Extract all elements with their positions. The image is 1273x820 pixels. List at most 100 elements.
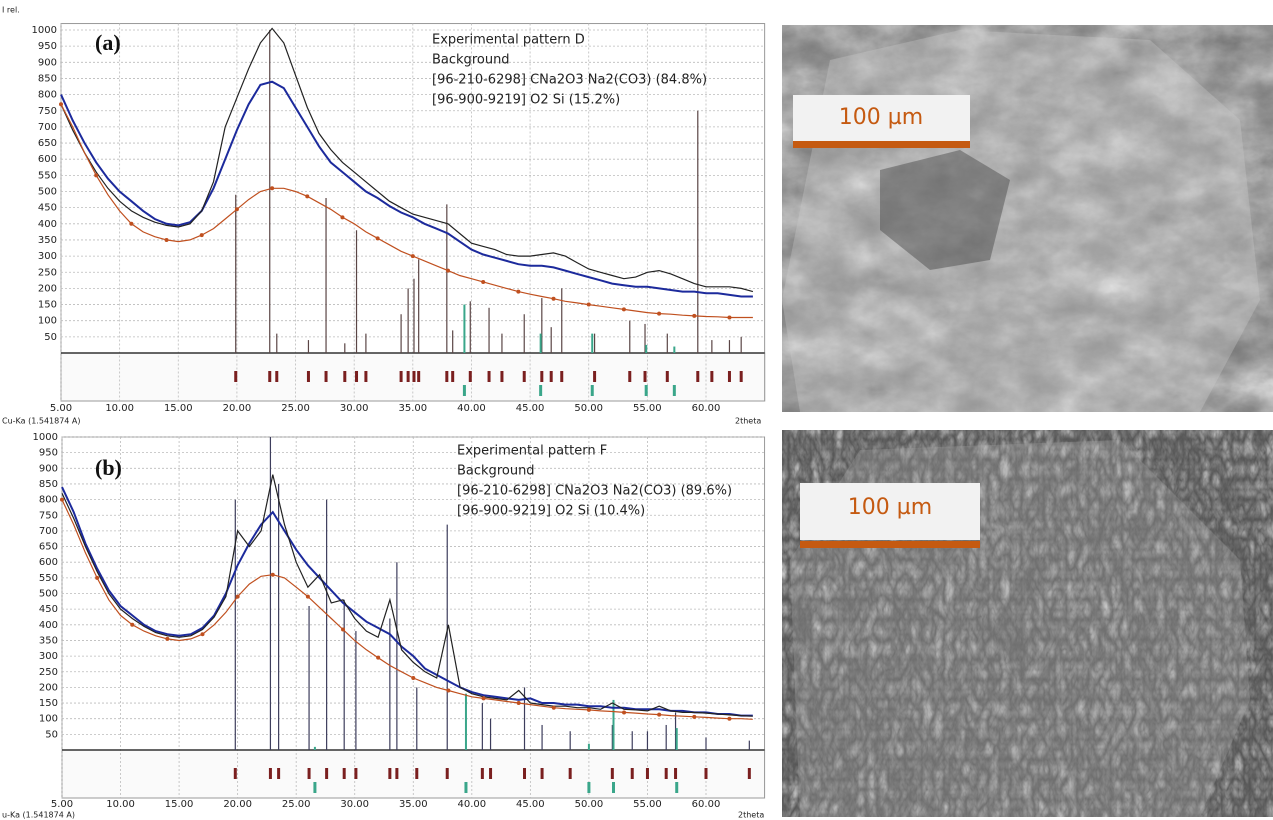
phase-marker (590, 385, 594, 396)
background-point (376, 655, 381, 660)
phase-marker (445, 371, 449, 382)
x-tick-label: 15.00 (164, 403, 193, 414)
background-point (59, 102, 63, 107)
x-tick-label: 50.00 (574, 403, 603, 414)
phase-marker (406, 371, 410, 382)
xrd-chart: 50 100 150 200 250 300 350 400 450 500 550 600 650 70… (2, 432, 766, 820)
curve (61, 499, 753, 720)
y-tick-label: 200 (39, 682, 58, 693)
background-point (586, 302, 591, 307)
background-point (165, 636, 170, 641)
phase-marker (324, 371, 328, 382)
background-point (305, 594, 310, 599)
phase-marker (275, 371, 279, 382)
phase-marker (468, 371, 472, 382)
y-tick-label: 450 (38, 203, 57, 214)
background-point (622, 710, 627, 715)
background-point (270, 572, 275, 577)
background-point (551, 705, 556, 710)
y-tick-label: 1000 (32, 25, 57, 36)
phase-marker (522, 371, 526, 382)
y-tick-label: 450 (39, 604, 58, 615)
y-tick-label: 350 (38, 235, 57, 246)
y-tick-label: 100 (38, 316, 57, 327)
y-axis-label: I rel. (2, 6, 20, 15)
phase-marker (593, 371, 597, 382)
curve (60, 104, 753, 319)
phase-marker (451, 371, 455, 382)
background-point (551, 296, 556, 301)
y-tick-label: 550 (39, 573, 58, 584)
x-tick-label: 5.00 (51, 799, 73, 810)
background-point (341, 627, 346, 632)
x-tick-label: 55.00 (633, 799, 662, 810)
scale-box (793, 95, 970, 142)
phase-marker (540, 768, 544, 779)
curve (60, 80, 753, 298)
background-point (446, 688, 451, 693)
y-tick-label: 600 (39, 557, 58, 568)
legend-entry: Background (432, 53, 510, 68)
phase-marker (388, 768, 392, 779)
phase-marker (343, 371, 347, 382)
phase-marker (674, 768, 678, 779)
y-tick-label: 150 (38, 300, 57, 311)
y-tick-label: 600 (38, 154, 57, 165)
y-tick-label: 550 (38, 170, 57, 181)
x-tick-label: 35.00 (398, 403, 427, 414)
y-tick-label: 950 (39, 448, 58, 459)
phase-marker (445, 768, 449, 779)
background-point (516, 289, 521, 294)
phase-marker (560, 371, 564, 382)
background-point (340, 215, 345, 220)
phase-marker (399, 371, 403, 382)
x-tick-label: 60.00 (692, 799, 721, 810)
x-tick-label: 60.00 (692, 403, 721, 414)
legend-entry: Background (457, 464, 535, 479)
y-tick-label: 850 (39, 479, 58, 490)
sem-texture (782, 25, 1273, 412)
phase-marker (325, 768, 329, 779)
background-point (692, 313, 697, 318)
background-point (234, 207, 239, 212)
phase-marker (523, 768, 527, 779)
y-tick-label: 250 (39, 667, 58, 678)
panel-label: (a) (95, 30, 121, 55)
y-tick-label: 900 (39, 463, 58, 474)
legend-entry: [96-900-9219] O2 Si (10.4%) (457, 504, 645, 519)
phase-marker (355, 371, 359, 382)
y-tick-label: 850 (38, 73, 57, 84)
x-tick-label: 10.00 (106, 799, 135, 810)
background-point (621, 307, 626, 312)
x-tick-label: 40.00 (457, 799, 486, 810)
y-tick-label: 800 (39, 495, 58, 506)
background-point (270, 186, 275, 191)
scale-label: 100 µm (839, 105, 923, 130)
sem-cavity (880, 150, 1010, 270)
phase-marker (672, 385, 676, 396)
phase-marker (739, 371, 743, 382)
x-axis-label: 2theta (738, 811, 764, 820)
background-point (94, 173, 99, 178)
y-tick-label: 50 (44, 332, 57, 343)
background-point (375, 236, 380, 241)
phase-marker (611, 782, 615, 793)
phase-marker (464, 782, 468, 793)
x-tick-label: 50.00 (575, 799, 604, 810)
source-label: Cu-Ka (1.541874 A) (2, 417, 81, 426)
phase-marker (630, 768, 634, 779)
phase-marker (645, 768, 649, 779)
phase-marker (610, 768, 614, 779)
phase-marker (587, 782, 591, 793)
y-tick-label: 150 (39, 698, 58, 709)
phase-marker (665, 371, 669, 382)
x-tick-label: 45.00 (516, 799, 545, 810)
x-axis-label: 2theta (735, 417, 761, 426)
x-tick-label: 45.00 (516, 403, 545, 414)
background-point (411, 676, 416, 681)
xrd-chart: 50 100 150 200 250 300 350 400 450 500 550 600 650 70… (2, 6, 766, 426)
background-point (129, 221, 134, 226)
y-tick-label: 650 (39, 542, 58, 553)
phase-marker (696, 371, 700, 382)
